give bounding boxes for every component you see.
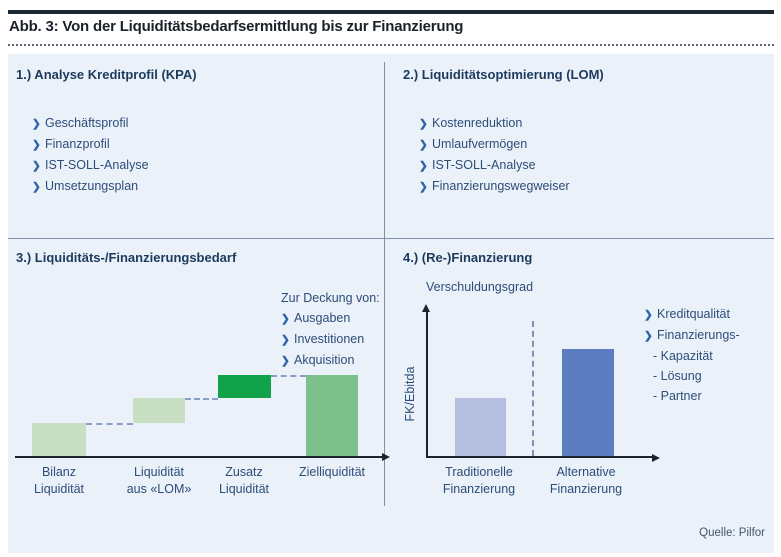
bullet-label: Akquisition	[294, 353, 355, 367]
chevron-bullet-icon: ❯	[32, 181, 41, 193]
source-note: Quelle: Pilfor	[699, 527, 765, 539]
waterfall-bar	[306, 375, 358, 456]
waterfall-category-label: Bilanz Liquidität	[33, 465, 85, 496]
bullet-label: Ausgaben	[294, 311, 351, 325]
bullet-item: ❯ Ausgaben	[281, 308, 401, 329]
chevron-bullet-icon: ❯	[32, 139, 41, 151]
chevron-bullet-icon: ❯	[419, 118, 428, 130]
coverage-note: Zur Deckung von: ❯ Ausgaben ❯ Investitione…	[281, 288, 401, 371]
waterfall-chart	[15, 364, 390, 461]
bullet-label: Kostenreduktion	[432, 116, 523, 130]
bullet-label: IST-SOLL-Analyse	[432, 158, 536, 172]
bar-category-label: Alternative Finanzierung	[549, 465, 623, 496]
coverage-list: ❯ Ausgaben ❯ Investitionen ❯ Akquisition	[281, 308, 401, 371]
chevron-bullet-icon: ❯	[644, 330, 653, 342]
dotted-rule	[8, 44, 774, 46]
chart-title: Verschuldungsgrad	[426, 280, 534, 294]
quadrant-4-heading: 4.) (Re-)Finanzierung	[403, 250, 533, 265]
financing-bar	[562, 349, 614, 456]
waterfall-bar	[218, 375, 271, 398]
quadrant-2-list: ❯ Kostenreduktion ❯ Umlaufvermögen ❯ IST-SO…	[419, 113, 763, 197]
bullet-item: ❯ Geschäftsprofil	[32, 113, 366, 134]
chevron-bullet-icon: ❯	[281, 313, 290, 325]
y-axis-label: FK/Ebitda	[403, 366, 417, 422]
figure-panel: 1.) Analyse Kreditprofil (KPA) ❯ Geschäft…	[8, 54, 774, 553]
bullet-label: Umlaufvermögen	[432, 137, 528, 151]
financing-bar	[455, 398, 506, 456]
quadrant-3-heading: 3.) Liquiditäts-/Finanzierungsbedarf	[16, 250, 237, 265]
quadrant-4-list: ❯ Kreditqualität ❯ Finanzierungs- - Kapazi…	[644, 304, 769, 406]
chevron-bullet-icon: ❯	[644, 309, 653, 321]
waterfall-connector	[271, 375, 306, 377]
waterfall-bar	[32, 423, 86, 456]
bullet-item: ❯ Akquisition	[281, 350, 401, 371]
chevron-bullet-icon: ❯	[32, 118, 41, 130]
waterfall-bar	[133, 398, 185, 423]
bullet-item: ❯ Investitionen	[281, 329, 401, 350]
bullet-label: Geschäftsprofil	[45, 116, 129, 130]
bullet-label: Finanzprofil	[45, 137, 110, 151]
bullet-label: Finanzierungs-	[657, 328, 740, 342]
x-axis-arrow-icon	[652, 454, 660, 462]
bullet-label: IST-SOLL-Analyse	[45, 158, 149, 172]
bullet-item: ❯ Kostenreduktion	[419, 113, 763, 134]
quadrant-1-heading: 1.) Analyse Kreditprofil (KPA)	[16, 67, 197, 82]
bullet-item: ❯ IST-SOLL-Analyse	[32, 155, 366, 176]
chevron-bullet-icon: ❯	[32, 160, 41, 172]
figure-title: Abb. 3: Von der Liquiditätsbedarfsermitt…	[9, 18, 464, 35]
chevron-bullet-icon: ❯	[281, 355, 290, 367]
waterfall-connector	[185, 398, 218, 400]
sub-bullet-item: - Kapazität	[653, 349, 713, 363]
bullet-item: ❯ Finanzierungswegweiser	[419, 176, 763, 197]
x-axis-arrow-icon	[382, 453, 390, 461]
vertical-divider	[384, 62, 385, 506]
y-axis-arrow-icon	[422, 304, 430, 312]
quadrant-1-list: ❯ Geschäftsprofil ❯ Finanzprofil ❯ IST-SOLL…	[32, 113, 366, 197]
bullet-item: ❯ Umsetzungsplan	[32, 176, 366, 197]
bullet-item: ❯ Kreditqualität	[644, 304, 769, 325]
waterfall-category-label: Liquidität aus «LOM»	[126, 465, 192, 496]
bullet-label: Finanzierungswegweiser	[432, 179, 570, 193]
quadrant-2-heading: 2.) Liquiditätsoptimierung (LOM)	[403, 67, 604, 82]
chevron-bullet-icon: ❯	[419, 160, 428, 172]
financing-bar-chart	[422, 304, 660, 462]
quadrant-1-kreditprofil: 1.) Analyse Kreditprofil (KPA) ❯ Geschäft…	[16, 67, 366, 197]
bullet-label: Kreditqualität	[657, 307, 730, 321]
dashed-divider	[532, 321, 534, 456]
horizontal-divider	[8, 238, 774, 239]
sub-bullet-item: - Lösung	[653, 369, 702, 383]
bullet-label: Umsetzungsplan	[45, 179, 139, 193]
bullet-item: ❯ IST-SOLL-Analyse	[419, 155, 763, 176]
sub-bullet-item: - Partner	[653, 389, 702, 403]
bar-category-label: Traditionelle Finanzierung	[442, 465, 516, 496]
bullet-item: ❯ Umlaufvermögen	[419, 134, 763, 155]
chevron-bullet-icon: ❯	[419, 139, 428, 151]
waterfall-category-label: Zusatz Liquidität	[218, 465, 270, 496]
quadrant-2-liquiditaetsoptimierung: 2.) Liquiditätsoptimierung (LOM) ❯ Kosten…	[403, 67, 763, 197]
chevron-bullet-icon: ❯	[419, 181, 428, 193]
bullet-label: Investitionen	[294, 332, 365, 346]
chevron-bullet-icon: ❯	[281, 334, 290, 346]
coverage-title: Zur Deckung von:	[281, 291, 380, 305]
top-rule	[8, 10, 774, 14]
waterfall-category-label: Zielliquidität	[298, 465, 365, 479]
bullet-item: ❯ Finanzprofil	[32, 134, 366, 155]
waterfall-connector	[86, 423, 133, 425]
bullet-item: ❯ Finanzierungs-	[644, 325, 769, 346]
